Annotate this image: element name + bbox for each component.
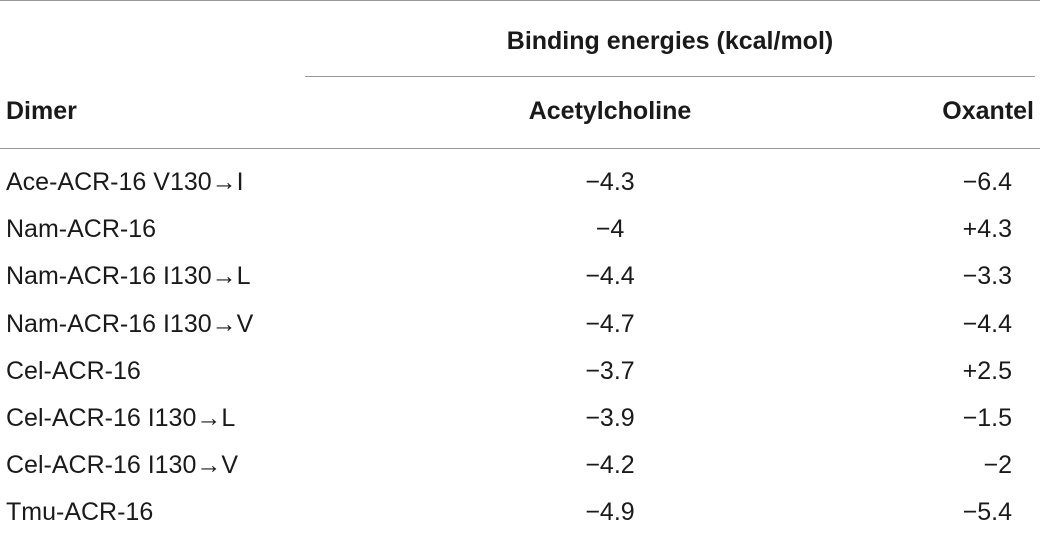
column-header-acetylcholine: Acetylcholine	[528, 97, 692, 125]
column-header-rule	[0, 148, 1040, 149]
cell-oxantel: −1.5	[962, 403, 1012, 432]
table-row: Cel-ACR-16 I130→L −3.9 −1.5	[0, 398, 1040, 445]
cell-acetylcholine: −4	[595, 215, 625, 244]
cell-acetylcholine: −3.9	[585, 403, 635, 432]
group-header-rule	[305, 76, 1035, 77]
table-row: Nam-ACR-16 I130→L −4.4 −3.3	[0, 256, 1040, 303]
cell-dimer: Ace-ACR-16 V130→I	[6, 168, 244, 196]
cell-dimer: Cel-ACR-16 I130→L	[6, 403, 236, 432]
table-row: Nam-ACR-16 −4 +4.3	[0, 209, 1040, 256]
cell-acetylcholine: −3.7	[585, 356, 635, 385]
cell-oxantel: −4.4	[962, 309, 1012, 338]
cell-dimer: Tmu-ACR-16	[6, 498, 154, 527]
table-body: Ace-ACR-16 V130→I −4.3 −6.4 Nam-ACR-16 −…	[0, 162, 1040, 540]
cell-dimer: Cel-ACR-16	[6, 356, 141, 385]
cell-acetylcholine: −4.7	[585, 309, 635, 338]
table-row: Tmu-ACR-16 −4.9 −5.4	[0, 492, 1040, 539]
cell-oxantel: −3.3	[962, 262, 1012, 291]
group-header-title: Binding energies (kcal/mol)	[506, 27, 834, 55]
cell-oxantel: +4.3	[962, 215, 1012, 244]
cell-oxantel: +2.5	[962, 356, 1012, 385]
column-header-oxantel: Oxantel	[942, 97, 1034, 125]
table-row: Cel-ACR-16 −3.7 +2.5	[0, 351, 1040, 398]
column-header-dimer: Dimer	[6, 97, 77, 125]
cell-oxantel: −6.4	[962, 168, 1012, 196]
column-header-row: Dimer Acetylcholine Oxantel	[0, 76, 1040, 148]
table-row: Ace-ACR-16 V130→I −4.3 −6.4	[0, 162, 1040, 209]
cell-acetylcholine: −4.3	[585, 168, 635, 196]
cell-oxantel: −2	[983, 451, 1012, 480]
cell-dimer: Nam-ACR-16 I130→V	[6, 309, 254, 338]
table-top-rule	[0, 0, 1040, 1]
group-header-row: Binding energies (kcal/mol)	[0, 0, 1040, 76]
cell-dimer: Cel-ACR-16 I130→V	[6, 451, 239, 480]
cell-oxantel: −5.4	[962, 498, 1012, 527]
cell-dimer: Nam-ACR-16 I130→L	[6, 262, 251, 291]
cell-acetylcholine: −4.4	[585, 262, 635, 291]
cell-acetylcholine: −4.2	[585, 451, 635, 480]
table-row: Cel-ACR-16 I130→V −4.2 −2	[0, 445, 1040, 492]
cell-acetylcholine: −4.9	[585, 498, 635, 527]
cell-dimer: Nam-ACR-16	[6, 215, 157, 244]
table-row: Nam-ACR-16 I130→V −4.7 −4.4	[0, 304, 1040, 351]
